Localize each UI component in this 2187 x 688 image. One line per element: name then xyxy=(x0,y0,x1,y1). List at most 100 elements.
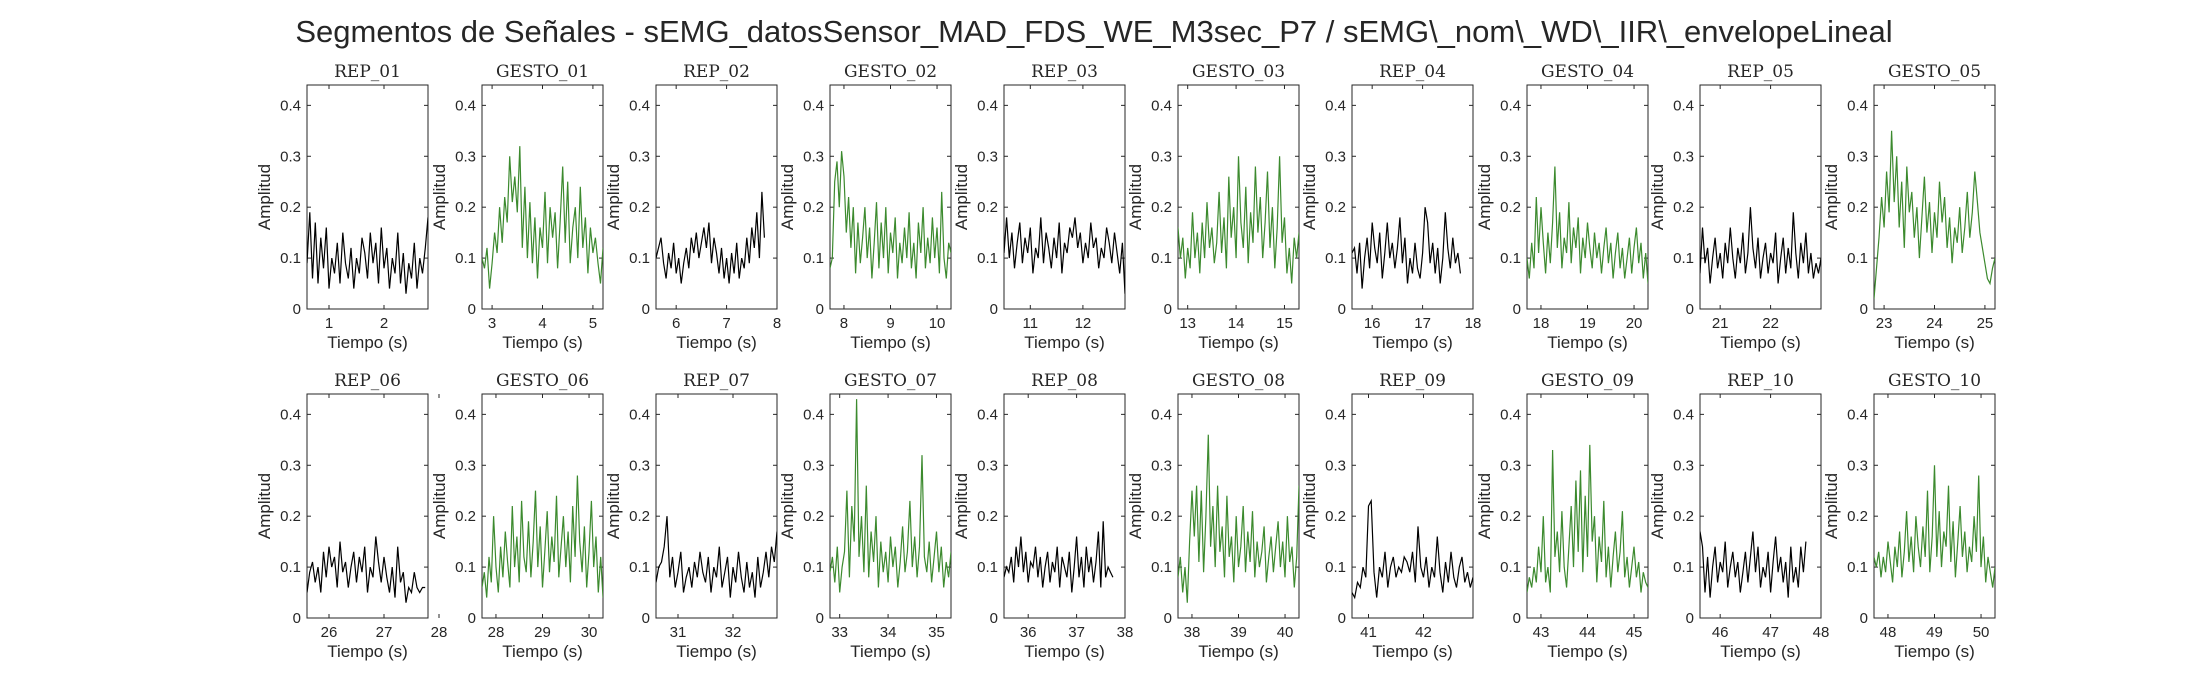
panel-2-ytick-label: 0 xyxy=(468,301,476,318)
panel-8-xlabel: Tiempo (s) xyxy=(1547,333,1628,352)
panel-19-xlabel: Tiempo (s) xyxy=(1720,642,1801,661)
panel-3-series-line xyxy=(656,191,765,284)
panel-15-xtick-label: 38 xyxy=(1117,624,1134,641)
panel-16-ytick-label: 0 xyxy=(1164,610,1172,627)
panel-18-xlabel: Tiempo (s) xyxy=(1547,642,1628,661)
panel-10-ytick-label: 0 xyxy=(1860,301,1868,318)
panel-18-ytick-label: 0.1 xyxy=(1500,559,1521,576)
panel-9-ytick-label: 0.1 xyxy=(1673,250,1694,267)
panel-19-series-line xyxy=(1700,531,1807,598)
panel-2-ytick-label: 0.4 xyxy=(455,97,476,114)
panel-6: 0 0.1 0.2 0.3 0.4 13 14 15 GESTO_03 Tiempo (s) Amp… xyxy=(1126,62,1300,352)
panel-10-ylabel: Amplitud xyxy=(1822,164,1841,230)
panel-15-ytick-label: 0.2 xyxy=(977,508,998,525)
panel-20-title: GESTO_10 xyxy=(1888,371,1981,391)
panel-19-xtick-label: 47 xyxy=(1762,624,1779,641)
panel-3-ylabel: Amplitud xyxy=(604,164,623,230)
panel-9-ytick-label: 0.2 xyxy=(1673,199,1694,216)
panel-15: 0 0.1 0.2 0.3 0.4 36 37 38 REP_08 Tiempo (s) Ampli… xyxy=(952,371,1133,661)
panel-19: 0 0.1 0.2 0.3 0.4 46 47 48 REP_10 Tiempo (s) Ampli… xyxy=(1648,371,1829,661)
panel-15-ylabel: Amplitud xyxy=(952,473,971,539)
panel-6-series-line xyxy=(1178,156,1299,284)
panel-13-axes xyxy=(655,393,778,619)
panel-10: 0 0.1 0.2 0.3 0.4 23 24 25 GESTO_05 Tiempo (s) Amp… xyxy=(1822,62,1996,352)
panel-16-xtick-label: 39 xyxy=(1230,624,1247,641)
panel-19-title: REP_10 xyxy=(1727,371,1794,391)
panel-15-xlabel: Tiempo (s) xyxy=(1024,642,1105,661)
panel-3: 0 0.1 0.2 0.3 0.4 6 7 8 REP_02 Tiempo (s) Amplitud xyxy=(604,62,781,352)
panel-16-ytick-label: 0.2 xyxy=(1151,508,1172,525)
panel-5-series-line xyxy=(1004,217,1125,294)
panel-6-ylabel: Amplitud xyxy=(1126,164,1145,230)
panel-20-ytick-label: 0.2 xyxy=(1847,508,1868,525)
panel-10-ytick-label: 0.2 xyxy=(1847,199,1868,216)
panel-9-xtick-label: 22 xyxy=(1762,315,1779,332)
panel-2-series-line xyxy=(482,146,603,289)
panel-13-title: REP_07 xyxy=(683,371,750,391)
panel-12-ytick-label: 0.3 xyxy=(455,457,476,474)
panel-20-ytick-label: 0.3 xyxy=(1847,457,1868,474)
panel-5-title: REP_03 xyxy=(1031,62,1098,82)
panel-8-ytick-label: 0.1 xyxy=(1500,250,1521,267)
panel-19-ylabel: Amplitud xyxy=(1648,473,1667,539)
panel-4: 0 0.1 0.2 0.3 0.4 8 9 10 GESTO_02 Tiempo (s) Ampli… xyxy=(778,62,952,352)
panel-17-ylabel: Amplitud xyxy=(1300,473,1319,539)
panel-16-xlabel: Tiempo (s) xyxy=(1198,642,1279,661)
panel-5-ytick-label: 0 xyxy=(990,301,998,318)
panel-20-xlabel: Tiempo (s) xyxy=(1894,642,1975,661)
panel-12-ytick-label: 0.2 xyxy=(455,508,476,525)
panel-5-ytick-label: 0.3 xyxy=(977,148,998,165)
panel-20-xtick-label: 49 xyxy=(1926,624,1943,641)
panel-8-series-line xyxy=(1527,166,1648,284)
panel-16-ytick-label: 0.1 xyxy=(1151,559,1172,576)
panel-2-xtick-label: 4 xyxy=(538,315,546,332)
panel-9: 0 0.1 0.2 0.3 0.4 21 22 REP_05 Tiempo (s) Amplitu… xyxy=(1648,62,1822,352)
panel-16-series-line xyxy=(1178,434,1299,603)
panel-5: 0 0.1 0.2 0.3 0.4 11 12 REP_03 Tiempo (s) Amplitu… xyxy=(952,62,1126,352)
panel-4-axes xyxy=(829,84,952,310)
panel-10-xtick-label: 23 xyxy=(1876,315,1893,332)
panel-20-xtick-label: 48 xyxy=(1880,624,1897,641)
panel-18-title: GESTO_09 xyxy=(1541,371,1634,391)
panel-13-xtick-label: 32 xyxy=(725,624,742,641)
panel-18-xtick-label: 45 xyxy=(1626,624,1643,641)
panel-4-title: GESTO_02 xyxy=(844,62,937,82)
panel-16-ytick-label: 0.4 xyxy=(1151,406,1172,423)
panel-2-xtick-label: 5 xyxy=(589,315,597,332)
panel-18-ytick-label: 0 xyxy=(1513,610,1521,627)
panel-12-ytick-label: 0.1 xyxy=(455,559,476,576)
panel-16-ylabel: Amplitud xyxy=(1126,473,1145,539)
panel-11-ytick-label: 0.2 xyxy=(280,508,301,525)
panel-18-ytick-label: 0.2 xyxy=(1500,508,1521,525)
panel-7-ylabel: Amplitud xyxy=(1300,164,1319,230)
panel-7-ytick-label: 0.2 xyxy=(1325,199,1346,216)
panel-16: 0 0.1 0.2 0.3 0.4 38 39 40 GESTO_08 Tiempo (s) Amp… xyxy=(1126,371,1300,661)
panel-12-ylabel: Amplitud xyxy=(430,473,449,539)
panel-13-ytick-label: 0.1 xyxy=(629,559,650,576)
panel-14-ytick-label: 0.1 xyxy=(803,559,824,576)
panel-10-ytick-label: 0.4 xyxy=(1847,97,1868,114)
panel-20-ytick-label: 0 xyxy=(1860,610,1868,627)
panel-3-ytick-label: 0.3 xyxy=(629,148,650,165)
panel-18-axes xyxy=(1526,393,1649,619)
panel-14-ytick-label: 0.2 xyxy=(803,508,824,525)
panel-14-ytick-label: 0.4 xyxy=(803,406,824,423)
panel-11-ytick-label: 0 xyxy=(293,610,301,627)
panel-10-title: GESTO_05 xyxy=(1888,62,1981,82)
panel-17-ytick-label: 0.1 xyxy=(1325,559,1346,576)
panel-11-ylabel: Amplitud xyxy=(255,473,274,539)
panel-8-ytick-label: 0.4 xyxy=(1500,97,1521,114)
panel-16-ytick-label: 0.3 xyxy=(1151,457,1172,474)
panel-15-axes xyxy=(1003,393,1126,619)
panel-11-ytick-label: 0.3 xyxy=(280,457,301,474)
panel-4-ylabel: Amplitud xyxy=(778,164,797,230)
panel-1-title: REP_01 xyxy=(334,62,401,82)
panel-4-xtick-label: 10 xyxy=(929,315,946,332)
panel-13-series-line xyxy=(656,516,777,598)
panel-2-ytick-label: 0.1 xyxy=(455,250,476,267)
panel-17-xtick-label: 41 xyxy=(1360,624,1377,641)
panel-20-ytick-label: 0.1 xyxy=(1847,559,1868,576)
panel-19-ytick-label: 0.3 xyxy=(1673,457,1694,474)
panel-14-xtick-label: 33 xyxy=(831,624,848,641)
panel-1: 0 0.1 0.2 0.3 0.4 1 2 REP_01 Tiempo (s) Amplitud xyxy=(255,62,429,352)
